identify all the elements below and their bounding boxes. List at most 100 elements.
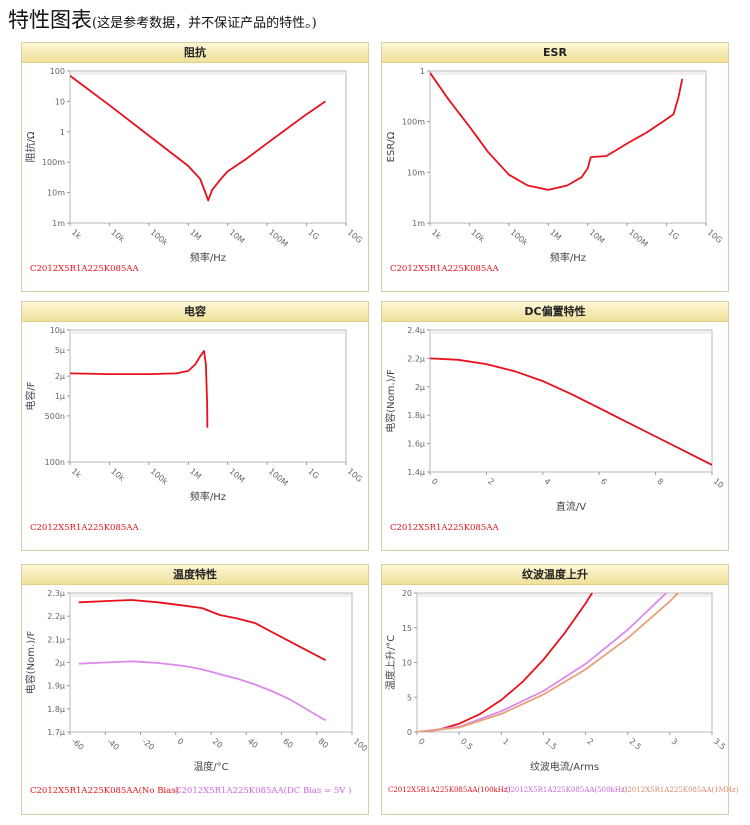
page-title-note: (这是参考数据，并不保证产品的特性。)	[92, 16, 317, 31]
capacitance-chart-panel: 电容 100n 500n 1μ 2μ 5μ 10μ 1k 10k 100k 1M 10M 100M 1G…	[21, 301, 369, 551]
chart-title: ESR	[382, 43, 728, 63]
x-tick-label: 0.5	[459, 737, 475, 752]
x-tick-label: 40	[246, 737, 260, 750]
plot-shadow	[431, 72, 705, 75]
esr-chart-panel: ESR 1m 10m 100m 1 1k 10k 100k 1M 10M 100M 1G 10G 频率/…	[381, 42, 729, 292]
chart-title: 阻抗	[22, 43, 368, 63]
series-line	[78, 660, 327, 722]
plot-area	[429, 329, 713, 473]
y-tick-label: 1.4μ	[407, 468, 425, 477]
y-tick-label: 1	[60, 128, 65, 137]
x-tick-label: 1G	[306, 467, 320, 481]
y-tick-label: 1.9μ	[47, 682, 65, 691]
x-axis-label: 温度/°C	[193, 760, 228, 773]
x-tick-label: 10k	[469, 228, 486, 245]
x-tick-label: 10G	[346, 228, 364, 245]
x-tick-label: 3.5	[712, 737, 728, 752]
x-tick-label: 100M	[267, 467, 290, 488]
x-tick-label: 10G	[346, 467, 364, 484]
x-tick-label: 0	[175, 737, 185, 747]
chart-title: 温度特性	[22, 565, 368, 585]
y-tick-label: 100n	[45, 458, 65, 467]
chart-title: 电容	[22, 302, 368, 322]
y-tick-label: 100	[50, 67, 65, 76]
x-tick-label: 10M	[227, 228, 246, 246]
series-line	[78, 599, 327, 661]
series-line	[70, 350, 209, 428]
y-tick-label: 500n	[45, 412, 65, 421]
chart-title: 纹波温度上升	[382, 565, 728, 585]
legend-entry: C2012X5R1A225K085AA(100kHz)	[388, 786, 511, 794]
impedance-chart: 1m 10m 100m 1 10 100 1k 10k 100k 1M 10M 100M 1G 10G 频率…	[24, 67, 364, 264]
x-tick-label: 100k	[149, 228, 170, 248]
y-tick-label: 100m	[402, 118, 425, 127]
y-tick-label: 0	[407, 728, 412, 737]
x-tick-label: 1M	[188, 228, 203, 243]
x-tick-label: 20	[211, 737, 225, 750]
plot-shadow	[418, 594, 711, 597]
y-tick-label: 1m	[52, 219, 65, 228]
series-line	[430, 357, 712, 466]
y-tick-label: 10	[402, 659, 412, 668]
temperature-chart: 1.7μ 1.8μ 1.9μ 2μ 2.1μ 2.2μ 2.3μ -60 -40 -20 0 20 40…	[24, 589, 368, 773]
y-tick-label: 2.3μ	[47, 589, 65, 598]
temperature-chart-panel: 温度特性 1.7μ 1.8μ 1.9μ 2μ 2.1μ 2.2μ 2.3μ -60 -40 -20…	[21, 564, 369, 815]
esr-chart: 1m 10m 100m 1 1k 10k 100k 1M 10M 100M 1G 10G 频率/Hz ES…	[386, 67, 724, 264]
y-tick-label: 2μ	[415, 383, 425, 392]
y-tick-label: 10μ	[50, 326, 65, 335]
x-tick-label: 1M	[188, 467, 203, 482]
x-tick-label: 0	[430, 477, 440, 487]
y-tick-label: 10	[55, 97, 65, 106]
y-axis-label: 阻抗/Ω	[24, 131, 37, 162]
plot-area	[429, 70, 707, 224]
series-line	[417, 593, 680, 732]
y-tick-label: 2.1μ	[47, 635, 65, 644]
plot-shadow	[71, 72, 345, 75]
page-title: 特性图表(这是参考数据，并不保证产品的特性。)	[8, 4, 317, 34]
y-axis-label: 电容/F	[24, 381, 37, 410]
x-tick-label: -20	[140, 737, 156, 752]
x-tick-label: 80	[316, 737, 330, 750]
x-tick-label: 0	[417, 737, 427, 747]
x-tick-label: 10	[712, 477, 726, 490]
y-tick-label: 5μ	[55, 346, 65, 355]
x-tick-label: 1G	[306, 228, 320, 242]
x-tick-label: 2	[486, 477, 496, 487]
y-tick-label: 1μ	[55, 392, 65, 401]
x-tick-label: 100	[352, 737, 368, 754]
x-axis-label: 纹波电流/Arms	[530, 760, 599, 773]
x-tick-label: 100M	[267, 228, 290, 249]
y-axis-label: 温度上升/°C	[384, 635, 397, 690]
legend-entry: C2012X5R1A225K085AA	[30, 264, 139, 274]
x-tick-label: 6	[599, 477, 609, 487]
legend-entry: C2012X5R1A225K085AA(DC Bias = 5V )	[175, 786, 352, 796]
legend-entry: C2012X5R1A225K085AA	[30, 523, 139, 533]
series-line	[417, 593, 594, 732]
legend-entry: C2012X5R1A225K085AA	[390, 523, 499, 533]
x-tick-label: 8	[655, 477, 665, 487]
x-tick-label: 10k	[109, 228, 126, 245]
ripple-chart: 0 5 10 15 20 0 0.5 1 1.5 2 2.5 3 3.5 纹波电流/Arms 温度上升/°C	[384, 589, 728, 773]
plot-area	[416, 592, 713, 733]
series-line	[417, 593, 668, 732]
plot-shadow	[431, 331, 711, 334]
y-tick-label: 1.7μ	[47, 728, 65, 737]
y-tick-label: 100m	[42, 158, 65, 167]
y-tick-label: 2μ	[55, 372, 65, 381]
plot-area	[69, 329, 347, 463]
y-tick-label: 20	[402, 589, 412, 598]
x-tick-label: 1.5	[543, 737, 559, 752]
chart-title: DC偏置特性	[382, 302, 728, 322]
x-tick-label: 100M	[627, 228, 650, 249]
x-tick-label: 1k	[430, 228, 444, 241]
x-axis-label: 频率/Hz	[190, 251, 226, 264]
x-tick-label: 100k	[509, 228, 530, 248]
y-axis-label: ESR/Ω	[386, 131, 397, 162]
y-tick-label: 1.8μ	[47, 705, 65, 714]
x-tick-label: 2.5	[627, 737, 643, 752]
y-tick-label: 10m	[407, 168, 425, 177]
impedance-chart-panel: 阻抗 1m 10m 100m 1 10 100 1k 10k 100k 1M 10M 100M 1G 10…	[21, 42, 369, 292]
x-axis-label: 频率/Hz	[190, 490, 226, 503]
series-line	[430, 72, 684, 191]
x-tick-label: 10M	[587, 228, 606, 246]
